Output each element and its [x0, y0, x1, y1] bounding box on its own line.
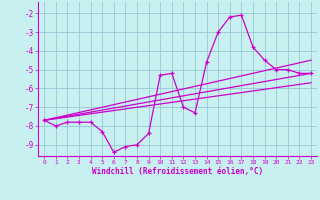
X-axis label: Windchill (Refroidissement éolien,°C): Windchill (Refroidissement éolien,°C)	[92, 167, 263, 176]
